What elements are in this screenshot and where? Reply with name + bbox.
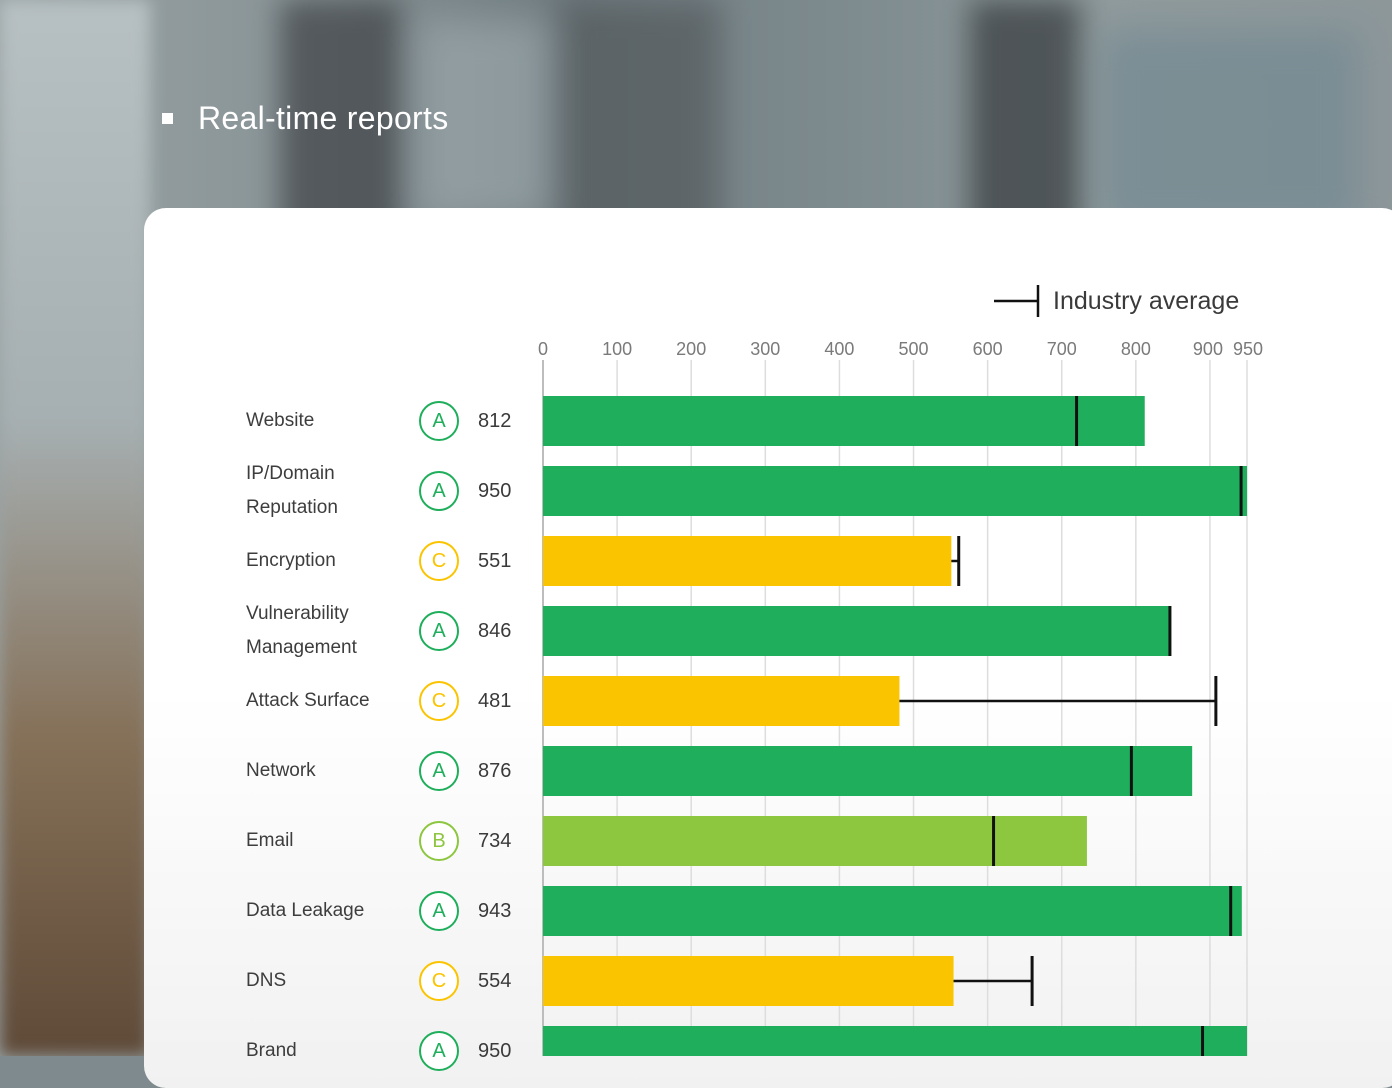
x-tick-label: 0 [538,339,548,359]
score-value: 812 [478,410,512,432]
score-value: 481 [478,690,512,712]
score-value: 551 [478,550,512,572]
x-tick-label: 300 [750,339,780,359]
bar [543,746,1193,796]
bar [543,536,952,586]
x-tick-label: 200 [676,339,706,359]
row-label-line: Attack Surface [246,690,370,711]
bar [543,1026,1247,1056]
grade-badge: A [419,1031,459,1071]
bar [543,676,900,726]
x-tick-label: 500 [899,339,929,359]
legend-label: Industry average [1053,286,1240,315]
row-label: Email [246,824,294,858]
bar [543,396,1145,446]
grade-badge: A [419,751,459,791]
x-tick-label: 600 [973,339,1003,359]
x-tick-label: 100 [602,339,632,359]
bar [543,956,954,1006]
x-tick-label: 700 [1047,339,1077,359]
bar [543,606,1170,656]
grade-badge: A [419,401,459,441]
score-value: 950 [478,480,512,502]
row-label: Network [246,754,316,788]
grade-badge: A [419,891,459,931]
grade-badge: B [419,821,459,861]
row-label-line: Email [246,830,294,851]
row-label: Encryption [246,544,336,578]
x-tick-label: 900 [1193,339,1223,359]
x-tick-label: 400 [824,339,854,359]
score-value: 950 [478,1040,512,1062]
row-label-line: Network [246,760,316,781]
score-value: 943 [478,900,512,922]
row-label: Vulnerability Management [246,597,357,665]
grade-badge: A [419,471,459,511]
security-score-chart: 0 100 200 300 400 500 600 700 800 900 950 [538,339,1263,1056]
row-label-line: Data Leakage [246,900,365,921]
score-value: 554 [478,970,512,992]
row-label-line: Management [246,637,357,658]
score-value: 846 [478,620,512,642]
average-marker-icon [994,285,1040,317]
row-label: Brand [246,1034,297,1068]
section-header: Real-time reports [162,100,449,137]
grade-badge: C [419,541,459,581]
bar [543,886,1242,936]
chart-legend: Industry average [993,284,1239,318]
grade-badge: C [419,961,459,1001]
row-label-line: DNS [246,970,287,991]
row-label-line: Reputation [246,497,338,518]
row-label: Website [246,404,314,438]
row-label-line: Vulnerability [246,603,349,624]
row-label-line: Website [246,410,315,431]
bar [543,466,1247,516]
bar [543,816,1087,866]
row-label: DNS [246,964,286,998]
x-tick-label: 950 [1233,339,1263,359]
grade-badge: A [419,611,459,651]
row-label: Attack Surface [246,684,370,718]
score-value: 876 [478,760,512,782]
row-label-line: Encryption [246,550,336,571]
row-label: IP/Domain Reputation [246,457,338,525]
grade-badge: C [419,681,459,721]
score-value: 734 [478,830,512,852]
row-label-line: IP/Domain [246,463,335,484]
x-tick-label: 800 [1121,339,1151,359]
bullet-square-icon [162,113,173,124]
row-label-line: Brand [246,1040,297,1061]
section-title: Real-time reports [198,100,449,136]
row-label: Data Leakage [246,894,364,928]
